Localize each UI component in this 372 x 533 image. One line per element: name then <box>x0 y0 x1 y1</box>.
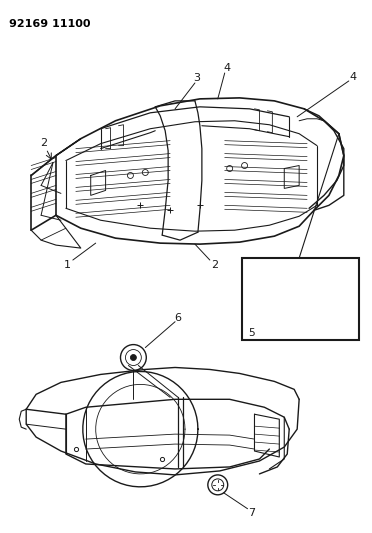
Text: 2: 2 <box>41 138 48 148</box>
Circle shape <box>131 354 137 360</box>
Text: 5: 5 <box>248 328 255 338</box>
Text: 7: 7 <box>248 508 255 518</box>
Text: 2: 2 <box>211 260 218 270</box>
Text: 1: 1 <box>63 260 70 270</box>
Text: 6: 6 <box>174 313 182 323</box>
Bar <box>241 258 359 340</box>
Text: 3: 3 <box>193 73 201 83</box>
Text: 92169 11100: 92169 11100 <box>9 19 91 29</box>
Text: 4: 4 <box>349 72 356 82</box>
Text: 4: 4 <box>223 63 230 73</box>
